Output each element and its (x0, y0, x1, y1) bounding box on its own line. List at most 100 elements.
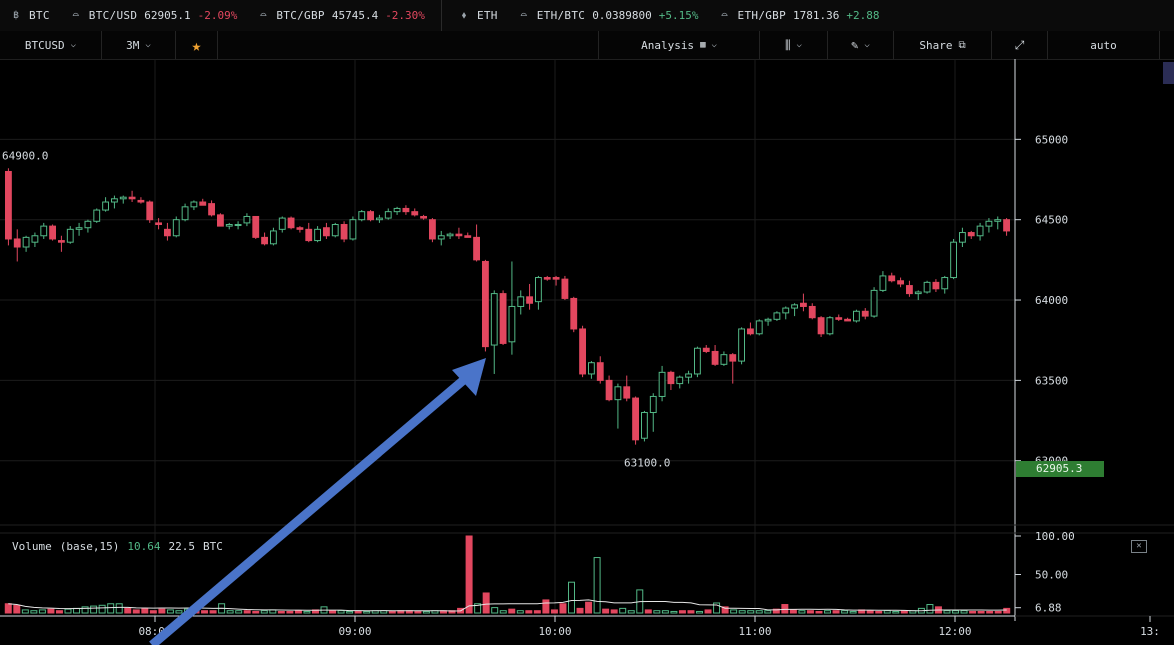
analysis-label: Analysis (641, 38, 695, 52)
ticker-item[interactable]: ⌓ ETH/GBP 1781.36 +2.88 (709, 9, 890, 22)
candle-body (146, 201, 154, 221)
ticker-item[interactable]: ⬧ ETH (448, 9, 508, 22)
candle-body (729, 354, 737, 362)
x-tick-label: 11:00 (738, 625, 771, 638)
candle-body (844, 318, 851, 322)
volume-bar (13, 604, 21, 614)
exchange-icon: ⌓ (721, 10, 728, 21)
ticker-price: 62905.1 (144, 9, 191, 22)
candle-body (932, 281, 940, 290)
x-tick-label: 10:00 (538, 625, 571, 638)
volume-bar (687, 610, 695, 614)
analysis-button[interactable]: Analysis ▦ ⌵ (598, 31, 760, 59)
pencil-icon: ✎ (851, 38, 859, 52)
volume-bar (329, 610, 337, 614)
ticker-item[interactable]: ⌓ BTC/GBP 45745.4 -2.30% (247, 9, 435, 22)
volume-bar (209, 610, 217, 614)
chevron-down-icon: ⌵ (145, 40, 151, 50)
bitcoin-icon: ฿ (12, 10, 20, 21)
candle-body (367, 211, 374, 221)
candle-body (596, 362, 604, 381)
ticker-item[interactable]: ⌓ ETH/BTC 0.0389800 +5.15% (508, 9, 709, 22)
candle-body (137, 199, 145, 203)
candle-body (455, 233, 463, 237)
volume-bar (542, 599, 550, 614)
volume-bar (525, 610, 533, 614)
volume-bar (132, 609, 140, 614)
candle-body (959, 232, 966, 243)
ticker-item[interactable]: ⌓ BTC/USD 62905.1 -2.09% (60, 9, 248, 22)
volume-bar (158, 608, 166, 614)
volume-bar (64, 608, 72, 614)
volume-bar (806, 610, 814, 614)
chart-toolbar: BTCUSD ⌵ 3M ⌵ ★ Analysis ▦ ⌵ ⫼ ⌵ ✎ ⌵ Sha… (0, 31, 1174, 60)
volume-bar (149, 610, 157, 614)
candle-body (994, 219, 1002, 222)
volume-bar (789, 609, 797, 614)
symbol-selector[interactable]: BTCUSD ⌵ (0, 31, 102, 59)
volume-bar (619, 607, 627, 614)
volume-bar (363, 610, 371, 614)
volume-bar (252, 610, 260, 614)
drawing-tools-button[interactable]: ✎ ⌵ (828, 31, 894, 59)
scale-mode-button[interactable]: auto (1048, 31, 1160, 59)
candle-body (305, 228, 313, 242)
interval-selector[interactable]: 3M ⌵ (102, 31, 176, 59)
candle-body (429, 219, 436, 240)
volume-bar (593, 557, 601, 614)
volume-bar (166, 609, 174, 614)
candles-icon: ⫼ (785, 37, 791, 52)
volume-bar (354, 610, 362, 614)
fullscreen-button[interactable]: ⤢ (992, 31, 1048, 59)
candle-body (791, 304, 798, 309)
candle-body (93, 209, 101, 222)
volume-bar (986, 610, 994, 614)
volume-bar (1003, 607, 1011, 614)
volume-bar (849, 610, 857, 614)
candle-body (870, 289, 878, 317)
candle-body (747, 328, 754, 335)
volume-ma-line (8, 599, 1007, 612)
candle-body (331, 224, 339, 237)
candle-body (164, 228, 171, 237)
candle-body (473, 236, 480, 261)
exchange-icon: ⌓ (72, 10, 79, 21)
candle-body (967, 232, 975, 237)
volume-bar (260, 610, 268, 614)
volume-bar (201, 610, 209, 614)
candle-body (923, 281, 931, 293)
volume-bar (994, 610, 1002, 614)
chevron-down-icon: ⌵ (864, 40, 870, 50)
ticker-price: 45745.4 (331, 9, 379, 22)
favorite-button[interactable]: ★ (176, 31, 218, 59)
volume-bar (243, 610, 251, 614)
volume-bar (670, 610, 678, 614)
candle-body (208, 203, 215, 216)
price-chart[interactable]: 650006450064000635006300064900.063100.01… (0, 59, 1174, 645)
volume-bar (183, 608, 191, 614)
candle-body (764, 318, 772, 322)
exchange-icon: ⌓ (260, 10, 267, 21)
candle-body (58, 240, 65, 243)
chart-type-button[interactable]: ⫼ ⌵ (760, 31, 828, 59)
volume-bar (226, 610, 234, 614)
candle-body (499, 293, 507, 344)
volume-bar (38, 609, 46, 614)
candle-body (75, 227, 83, 230)
expand-icon: ⤢ (1014, 37, 1025, 52)
side-panel-toggle[interactable] (1163, 62, 1174, 84)
share-button[interactable]: Share ⧉ (894, 31, 992, 59)
volume-bar (738, 610, 746, 614)
close-volume-icon[interactable]: ✕ (1131, 540, 1147, 553)
candle-body (40, 225, 48, 237)
candle-body (155, 222, 162, 226)
ticker-symbol: BTC/USD (88, 9, 138, 22)
candle-body (552, 277, 560, 280)
ticker-item[interactable]: ฿ BTC (0, 9, 60, 22)
volume-unit: BTC (202, 540, 223, 553)
volume-tick-label: 50.00 (1035, 569, 1068, 582)
candle-body (632, 397, 639, 441)
candle-body (941, 277, 949, 290)
volume-bar (883, 610, 891, 614)
candle-body (782, 307, 790, 314)
